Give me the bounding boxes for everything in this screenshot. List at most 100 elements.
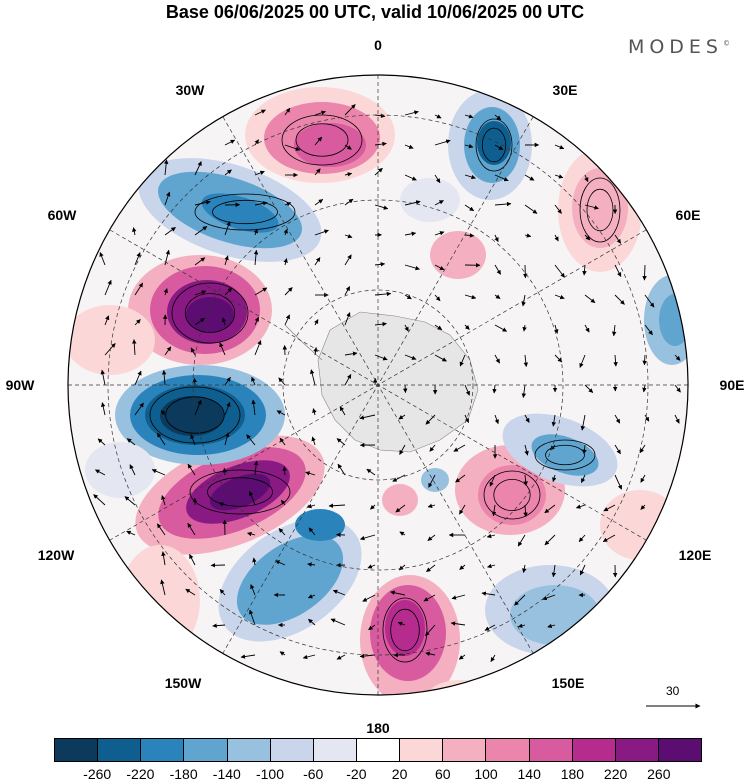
wind-arrow bbox=[491, 504, 497, 517]
colorbar-tick-label: -220 bbox=[126, 766, 155, 782]
circulation-contour bbox=[545, 444, 585, 466]
wind-arrow bbox=[404, 110, 419, 116]
wind-arrow bbox=[276, 410, 286, 416]
wind-arrow bbox=[249, 609, 256, 626]
wind-arrow bbox=[314, 257, 321, 266]
wind-arrow bbox=[212, 623, 226, 628]
wind-arrow bbox=[402, 384, 408, 394]
colorbar-swatch bbox=[313, 739, 357, 761]
contour-streamlines bbox=[149, 114, 621, 663]
colorbar-swatch bbox=[443, 739, 487, 761]
wind-arrow bbox=[314, 168, 321, 176]
wind-arrow bbox=[602, 534, 616, 542]
wind-arrow bbox=[189, 554, 196, 566]
wind-arrow bbox=[224, 401, 231, 416]
circulation-contour bbox=[212, 199, 278, 225]
colorbar-swatch bbox=[55, 739, 99, 761]
wind-arrow bbox=[247, 531, 256, 537]
wind-arrow bbox=[374, 291, 392, 297]
colorbar-swatch bbox=[400, 739, 444, 761]
wind-arrow bbox=[554, 144, 565, 150]
wind-arrow bbox=[450, 621, 466, 626]
wind-arrow bbox=[425, 414, 436, 425]
wind-arrow bbox=[250, 584, 256, 596]
wind-arrow bbox=[344, 286, 351, 296]
circulation-contour bbox=[207, 477, 273, 507]
circulation-contour bbox=[295, 123, 349, 157]
wind-arrow bbox=[192, 377, 197, 386]
wind-arrow bbox=[344, 172, 353, 177]
map-disk bbox=[68, 75, 688, 695]
wind-arrow bbox=[423, 594, 436, 602]
wind-arrow bbox=[284, 314, 290, 326]
wind-arrow bbox=[579, 354, 586, 368]
wind-arrow bbox=[584, 294, 596, 304]
colorbar-tick-label: -60 bbox=[303, 766, 324, 782]
circulation-contour bbox=[475, 118, 513, 172]
wind-arrow bbox=[434, 294, 441, 302]
colorbar-tick-label: -20 bbox=[346, 766, 367, 782]
wind-arrow bbox=[459, 564, 466, 570]
wind-arrow bbox=[434, 174, 441, 184]
wind-arrow bbox=[390, 590, 406, 596]
wind-arrow bbox=[275, 560, 286, 566]
wind-arrow bbox=[278, 377, 286, 386]
wind-arrow bbox=[397, 621, 406, 626]
wind-arrow bbox=[219, 589, 226, 596]
lon-label-60e: 60E bbox=[675, 207, 701, 223]
colorbar-tick-label: -180 bbox=[169, 766, 198, 782]
modes-logo: MODES© bbox=[628, 36, 730, 58]
wind-arrow bbox=[314, 199, 324, 206]
lon-label-30e: 30E bbox=[552, 82, 578, 98]
wind-arrow bbox=[392, 474, 406, 482]
map-title: Base 06/06/2025 00 UTC, valid 10/06/2025… bbox=[165, 2, 585, 22]
wind-arrow bbox=[249, 490, 256, 506]
wind-arrow bbox=[455, 474, 466, 483]
wind-arrow bbox=[522, 324, 527, 332]
wind-arrow bbox=[284, 144, 301, 151]
circulation-contour bbox=[579, 177, 621, 243]
wind-arrow bbox=[514, 594, 526, 606]
wind-arrow bbox=[399, 444, 406, 455]
wind-arrow bbox=[494, 114, 502, 121]
wind-arrow bbox=[374, 204, 389, 210]
colorbar-swatch bbox=[615, 739, 659, 761]
wind-arrow bbox=[427, 534, 436, 541]
wind-arrow bbox=[584, 234, 591, 241]
wind-arrow bbox=[336, 654, 346, 660]
wind-arrow bbox=[614, 444, 621, 455]
wind-arrow bbox=[134, 402, 144, 416]
wind-arrow bbox=[187, 463, 196, 476]
colorbar-tick-label: -260 bbox=[83, 766, 112, 782]
wind-arrow bbox=[307, 562, 316, 567]
colorbar-swatch bbox=[227, 739, 271, 761]
wind-arrow bbox=[224, 255, 229, 266]
circulation-contour bbox=[189, 469, 291, 515]
wind-arrow bbox=[93, 494, 106, 506]
wind-arrow bbox=[279, 437, 286, 446]
wind-arrow bbox=[311, 436, 316, 446]
wind-arrow bbox=[554, 204, 562, 214]
circulation-contour bbox=[483, 470, 541, 520]
wind-arrow bbox=[344, 254, 352, 266]
wind-arrow bbox=[132, 339, 137, 356]
wind-arrow bbox=[486, 533, 496, 539]
wind-arrow bbox=[642, 264, 647, 281]
wind-arrow bbox=[453, 444, 466, 452]
colorbar-swatch bbox=[98, 739, 142, 761]
wind-arrow bbox=[194, 399, 202, 416]
lon-label-120w: 120W bbox=[37, 547, 75, 563]
wind-arrow bbox=[336, 438, 346, 446]
wind-arrow bbox=[464, 204, 475, 212]
wind-arrow bbox=[160, 409, 166, 416]
wind-arrow bbox=[129, 464, 136, 476]
lon-label-90e: 90E bbox=[719, 377, 745, 393]
wind-arrow bbox=[524, 174, 535, 181]
colorbar-swatch bbox=[270, 739, 314, 761]
wind-arrow bbox=[674, 354, 681, 361]
circulation-contour bbox=[281, 114, 363, 166]
wind-arrow bbox=[314, 319, 319, 326]
wind-arrow bbox=[330, 618, 346, 626]
wind-arrow bbox=[344, 312, 351, 326]
wind-arrow bbox=[580, 414, 586, 431]
